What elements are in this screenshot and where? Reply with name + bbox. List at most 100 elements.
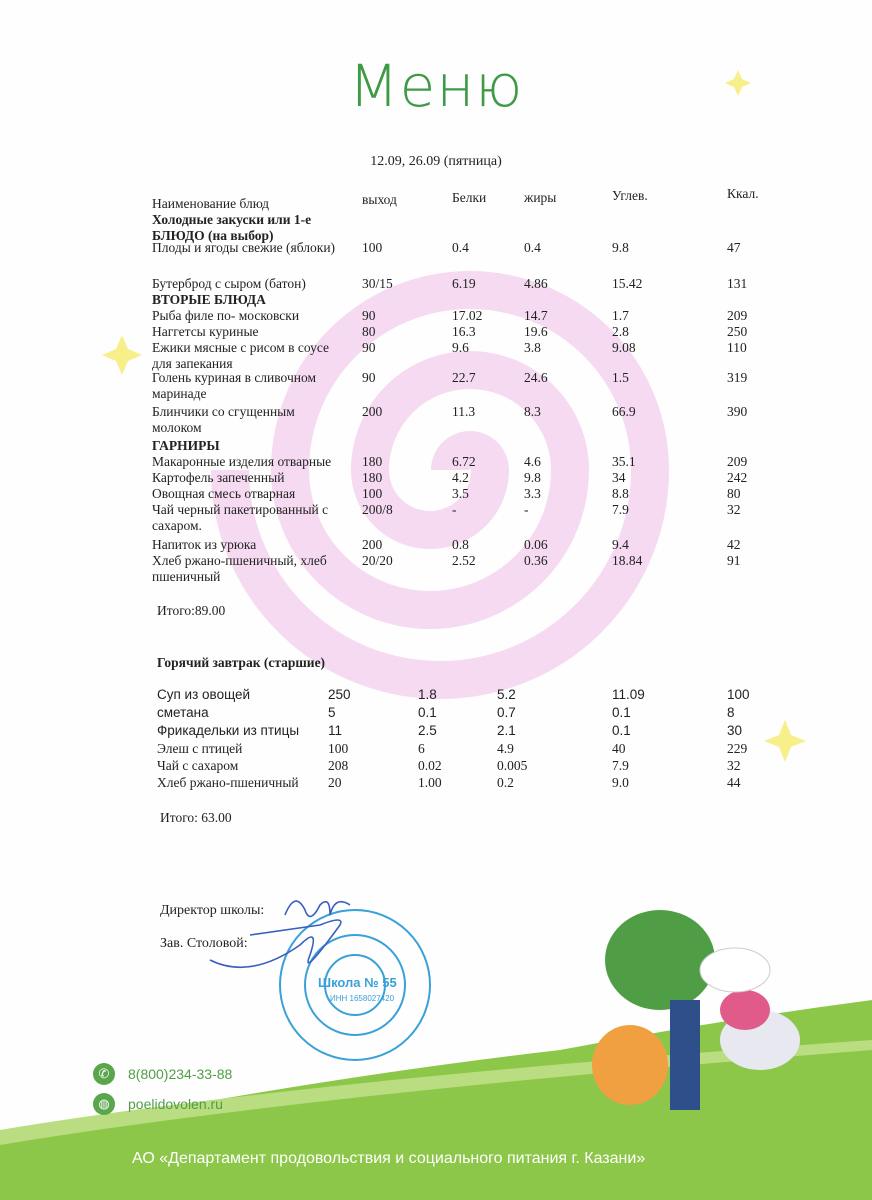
cell-protein: 3.5	[452, 486, 469, 501]
cell-portion: 208	[328, 758, 349, 773]
director-signature-label: Директор школы:	[160, 903, 265, 918]
cell-protein: 0.4	[452, 240, 469, 255]
cell-kcal: 80	[727, 486, 741, 501]
cell-kcal: 47	[727, 240, 741, 255]
cell-fat: 4.9	[497, 741, 514, 756]
cell-portion: 200	[362, 404, 383, 419]
total-main: Итого:89.00	[157, 603, 226, 618]
dish-name: Фрикадельки из птицы	[157, 723, 300, 738]
cell-kcal: 390	[727, 404, 748, 419]
cell-portion: 180	[362, 454, 383, 469]
cell-portion: 30/15	[362, 276, 393, 291]
cell-kcal: 42	[727, 537, 741, 552]
stamp-inn: ИНН 1658027420	[330, 994, 395, 1003]
cell-kcal: 8	[727, 705, 735, 720]
dish-name: Овощная смесь отварная	[152, 486, 296, 501]
header-dish-name: Наименование блюд	[152, 196, 270, 211]
cell-carbs: 18.84	[612, 553, 643, 568]
cell-portion: 20/20	[362, 553, 393, 568]
menu-dates: 12.09, 26.09 (пятница)	[370, 154, 502, 169]
cell-fat: 14.7	[524, 308, 548, 323]
dish-name: ГАРНИРЫ	[152, 438, 220, 453]
dish-name: Макаронные изделия отварные	[152, 454, 332, 469]
dish-name: ВТОРЫЕ БЛЮДА	[152, 292, 266, 307]
dish-name: Горячий завтрак (старшие)	[157, 655, 326, 670]
cell-fat: 0.005	[497, 758, 528, 773]
cell-carbs: 7.9	[612, 758, 629, 773]
cell-fat: 3.3	[524, 486, 541, 501]
dish-name: Ежики мясные с рисом в соусе для запекан…	[152, 340, 329, 371]
cell-kcal: 209	[727, 308, 748, 323]
cell-protein: 11.3	[452, 404, 476, 419]
cell-fat: -	[524, 502, 529, 517]
cell-carbs: 9.8	[612, 240, 629, 255]
dish-name: Чай черный пакетированный с сахаром.	[152, 502, 329, 533]
cell-portion: 80	[362, 324, 376, 339]
dish-name: Хлеб ржано-пшеничный, хлеб пшеничный	[152, 553, 327, 584]
cell-kcal: 32	[727, 502, 741, 517]
cell-protein: 6	[418, 741, 425, 756]
cell-carbs: 1.7	[612, 308, 629, 323]
cell-protein: 1.8	[418, 687, 437, 702]
cell-protein: 6.19	[452, 276, 476, 291]
phone-number[interactable]: 8(800)234-33-88	[128, 1066, 233, 1082]
canteen-signature-label: Зав. Столовой:	[160, 936, 248, 951]
cell-kcal: 229	[727, 741, 748, 756]
dish-name: Хлеб ржано-пшеничный	[157, 775, 299, 790]
cell-portion: 90	[362, 340, 376, 355]
cell-portion: 100	[362, 240, 383, 255]
cell-carbs: 35.1	[612, 454, 636, 469]
cell-carbs: 9.08	[612, 340, 636, 355]
cell-carbs: 0.1	[612, 705, 631, 720]
cell-portion: 200/8	[362, 502, 393, 517]
cell-portion: 180	[362, 470, 383, 485]
cell-kcal: 250	[727, 324, 748, 339]
dish-name: Голень куриная в сливочном маринаде	[152, 370, 317, 401]
dish-name: Плоды и ягоды свежие (яблоки)	[152, 240, 336, 255]
organization-footer: АО «Департамент продовольствия и социаль…	[132, 1150, 646, 1167]
cell-carbs: 9.0	[612, 775, 629, 790]
cell-carbs: 7.9	[612, 502, 629, 517]
swirl-decoration	[211, 271, 670, 699]
cell-carbs: 2.8	[612, 324, 629, 339]
globe-icon: ◍	[93, 1093, 115, 1115]
cell-protein: 6.72	[452, 454, 476, 469]
cell-carbs: 34	[612, 470, 626, 485]
cell-carbs: 0.1	[612, 723, 631, 738]
signature-marks	[209, 900, 351, 969]
cell-carbs: 9.4	[612, 537, 629, 552]
dish-name: Картофель запеченный	[152, 470, 285, 485]
website-link[interactable]: poelidovolen.ru	[128, 1096, 223, 1112]
cell-kcal: 131	[727, 276, 748, 291]
cell-fat: 0.06	[524, 537, 548, 552]
cell-portion: 250	[328, 687, 351, 702]
header-carbs: Углев.	[612, 188, 648, 203]
cell-protein: 0.02	[418, 758, 442, 773]
dish-name: Холодные закуски или 1-е БЛЮДО (на выбор…	[152, 212, 312, 243]
cell-kcal: 110	[727, 340, 747, 355]
page-title: Меню	[348, 52, 524, 120]
cell-portion: 5	[328, 705, 336, 720]
total-breakfast: Итого: 63.00	[160, 810, 232, 825]
cell-fat: 0.2	[497, 775, 514, 790]
cell-fat: 24.6	[524, 370, 548, 385]
dish-name: Чай с сахаром	[157, 758, 239, 773]
cell-portion: 100	[362, 486, 383, 501]
header-kcal: Ккал.	[727, 186, 759, 201]
cell-protein: -	[452, 502, 457, 517]
cell-kcal: 319	[727, 370, 748, 385]
cell-carbs: 8.8	[612, 486, 629, 501]
cell-fat: 2.1	[497, 723, 516, 738]
cell-protein: 0.8	[452, 537, 469, 552]
cell-protein: 2.52	[452, 553, 476, 568]
cell-portion: 11	[328, 723, 343, 738]
phone-icon: ✆	[93, 1063, 115, 1085]
header-portion: выход	[362, 192, 397, 207]
cell-kcal: 242	[727, 470, 748, 485]
dish-name: Элеш с птицей	[157, 741, 243, 756]
cell-carbs: 1.5	[612, 370, 629, 385]
cell-fat: 5.2	[497, 687, 516, 702]
header-fat: жиры	[524, 190, 557, 205]
dish-name: Суп из овощей	[157, 687, 251, 702]
